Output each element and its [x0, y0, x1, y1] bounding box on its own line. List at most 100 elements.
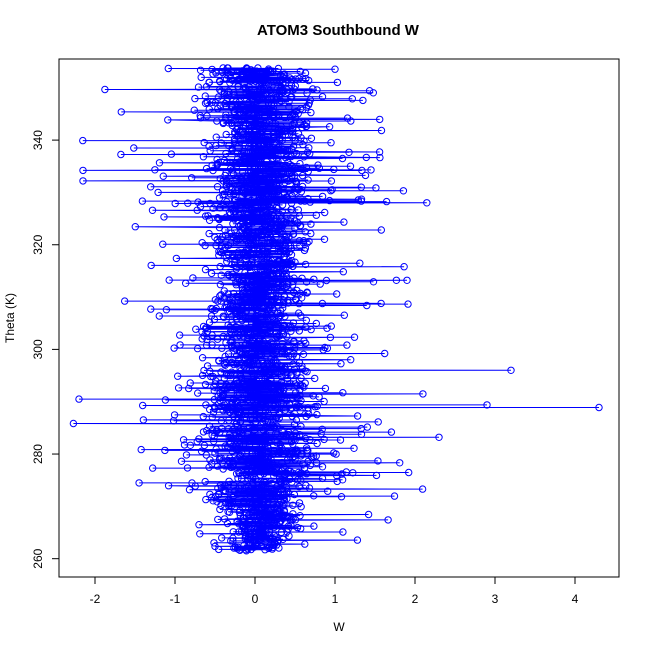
data-point	[357, 430, 366, 438]
data-point	[272, 214, 280, 222]
data-point	[199, 153, 208, 161]
data-point	[278, 340, 286, 348]
data-point	[247, 252, 256, 260]
data-point	[215, 215, 223, 223]
data-point	[277, 71, 285, 79]
data-point	[208, 460, 216, 468]
data-point	[273, 204, 282, 213]
plot-area	[69, 64, 603, 555]
data-point	[293, 382, 301, 390]
data-point	[333, 471, 341, 480]
data-point	[130, 144, 138, 152]
data-point	[222, 169, 230, 177]
data-point	[377, 226, 385, 234]
data-point	[337, 360, 345, 368]
data-point	[209, 372, 217, 381]
data-point	[256, 335, 264, 343]
data-point	[274, 281, 282, 290]
data-point	[237, 221, 245, 229]
data-point	[194, 389, 202, 397]
data-point	[291, 258, 299, 266]
data-point	[285, 103, 293, 111]
data-point	[301, 260, 310, 269]
data-point	[277, 378, 286, 386]
data-point	[274, 262, 282, 270]
data-point	[293, 523, 302, 532]
data-point	[369, 89, 377, 97]
data-point	[257, 226, 265, 234]
data-point	[253, 265, 261, 273]
data-point	[165, 276, 173, 284]
data-point	[268, 460, 277, 468]
data-point	[242, 64, 251, 72]
data-point	[222, 149, 230, 158]
data-point	[252, 420, 260, 428]
x-axis-label: W	[333, 620, 345, 634]
y-tick-label: 300	[31, 339, 45, 359]
data-point	[215, 223, 224, 232]
data-point	[233, 149, 242, 158]
data-point	[288, 125, 297, 133]
data-point	[260, 257, 268, 266]
data-point	[208, 331, 216, 339]
data-point	[182, 279, 190, 287]
data-point	[297, 503, 305, 511]
data-point	[242, 414, 251, 422]
chart-title: ATOM3 Southbound W	[257, 22, 420, 39]
data-point	[318, 93, 327, 101]
data-point	[301, 228, 309, 236]
data-point	[231, 543, 240, 551]
data-point	[238, 449, 246, 458]
data-point	[278, 201, 287, 209]
data-point	[254, 64, 262, 72]
data-point	[374, 418, 382, 426]
data-point	[219, 312, 227, 320]
data-point	[375, 148, 384, 156]
data-point	[483, 401, 491, 409]
data-point	[241, 483, 249, 492]
data-point	[232, 273, 241, 281]
data-point	[171, 199, 179, 208]
data-point	[353, 536, 362, 544]
data-point	[281, 363, 289, 372]
data-point	[263, 248, 272, 256]
data-point	[346, 162, 355, 170]
data-point	[245, 377, 254, 385]
data-point	[324, 487, 332, 495]
data-point	[288, 171, 296, 180]
data-point	[139, 401, 147, 410]
data-point	[245, 441, 254, 449]
data-point	[299, 140, 307, 149]
data-point	[243, 467, 251, 476]
data-point	[276, 247, 284, 255]
data-point	[288, 438, 296, 446]
data-point	[281, 233, 289, 242]
data-point	[272, 76, 281, 85]
data-point	[212, 304, 220, 313]
data-point	[275, 485, 283, 493]
data-point	[234, 82, 242, 90]
data-point	[277, 122, 285, 130]
data-point	[155, 312, 164, 320]
data-point	[121, 297, 129, 305]
data-point	[259, 140, 267, 148]
data-point	[207, 304, 215, 313]
data-point	[253, 390, 261, 399]
data-point	[297, 105, 305, 113]
data-point	[180, 441, 189, 449]
data-point	[211, 449, 219, 457]
data-point	[258, 241, 266, 250]
data-point	[302, 444, 311, 452]
data-point	[295, 309, 303, 317]
data-point	[364, 510, 373, 519]
data-point	[322, 276, 331, 285]
data-point	[262, 310, 271, 319]
data-point	[312, 319, 320, 328]
data-point	[328, 186, 336, 194]
data-point	[198, 371, 207, 380]
data-point	[399, 187, 408, 195]
data-point	[263, 138, 271, 147]
data-point	[216, 379, 225, 387]
data-point	[251, 142, 260, 151]
data-point	[230, 481, 238, 490]
